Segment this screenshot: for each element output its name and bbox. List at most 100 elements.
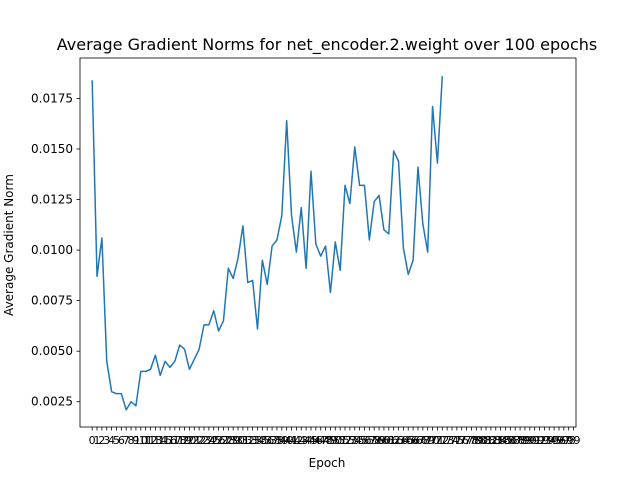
x-tick-label: 20: [182, 434, 196, 447]
y-tick-label: 0.0175: [31, 91, 73, 105]
x-tick-label: 33: [246, 434, 260, 447]
x-tick-label: 83: [489, 434, 503, 447]
x-tick-label: 42: [289, 434, 303, 447]
x-tick-label: 92: [533, 434, 547, 447]
x-tick-label: 35: [255, 434, 269, 447]
x-tick-label: 54: [348, 434, 362, 447]
x-tick-label: 56: [357, 434, 371, 447]
y-tick-label: 0.0125: [31, 193, 73, 207]
x-tick-label: 41: [285, 434, 299, 447]
y-tick-label: 0.0075: [31, 294, 73, 308]
x-tick-label: 70: [426, 434, 440, 447]
x-tick-label: 71: [430, 434, 444, 447]
x-tick-label: 6: [118, 434, 125, 447]
x-axis-label: Epoch: [309, 456, 346, 470]
x-axis: 0123456789101112131415161718192021222324…: [89, 427, 581, 447]
x-tick-label: 76: [455, 434, 469, 447]
x-tick-label: 67: [411, 434, 425, 447]
plot-frame: [79, 57, 577, 428]
x-tick-label: 57: [362, 434, 376, 447]
x-tick-label: 98: [562, 434, 576, 447]
y-tick-label: 0.0100: [31, 243, 73, 257]
y-axis: 0.0025 0.0050 0.0075 0.0100 0.0125 0.0150 0.01…: [31, 91, 80, 409]
x-tick-label: 59: [372, 434, 386, 447]
x-tick-label: 21: [187, 434, 201, 447]
x-tick-label: 95: [547, 434, 561, 447]
x-tick-label: 50: [328, 434, 342, 447]
x-tick-label: 58: [367, 434, 381, 447]
x-tick-label: 15: [158, 434, 172, 447]
x-tick-label: 14: [153, 434, 167, 447]
x-tick-label: 49: [323, 434, 337, 447]
x-tick-label: 3: [103, 434, 110, 447]
x-tick-label: 90: [523, 434, 537, 447]
y-tick-label: 0.0025: [31, 395, 73, 409]
x-tick-label: 39: [275, 434, 289, 447]
x-tick-label: 31: [236, 434, 250, 447]
x-tick-label: 48: [319, 434, 333, 447]
x-tick-label: 97: [557, 434, 571, 447]
x-tick-label: 89: [518, 434, 532, 447]
x-tick-label: 29: [226, 434, 240, 447]
x-tick-label: 84: [494, 434, 508, 447]
x-tick-label: 12: [144, 434, 158, 447]
plot-area: [79, 57, 577, 428]
x-tick-label: 44: [299, 434, 313, 447]
x-tick-label: 64: [396, 434, 410, 447]
x-tick-label: 26: [212, 434, 226, 447]
x-tick-label: 81: [479, 434, 493, 447]
x-tick-label: 78: [464, 434, 478, 447]
x-tick-label: 62: [387, 434, 401, 447]
x-tick-label: 51: [333, 434, 347, 447]
x-tick-label: 25: [207, 434, 221, 447]
x-tick-label: 5: [113, 434, 120, 447]
x-tick-label: 23: [197, 434, 211, 447]
x-tick-label: 52: [338, 434, 352, 447]
x-tick-label: 61: [382, 434, 396, 447]
x-tick-label: 28: [221, 434, 235, 447]
x-tick-label: 4: [108, 434, 115, 447]
x-tick-label: 79: [469, 434, 483, 447]
x-tick-label: 87: [508, 434, 522, 447]
series-line-0: [91, 76, 444, 411]
x-tick-label: 93: [537, 434, 551, 447]
x-tick-label: 68: [416, 434, 430, 447]
x-tick-label: 40: [280, 434, 294, 447]
x-tick-label: 9: [132, 434, 139, 447]
x-tick-label: 7: [123, 434, 130, 447]
x-tick-label: 18: [173, 434, 187, 447]
x-tick-label: 96: [552, 434, 566, 447]
x-tick-label: 17: [168, 434, 182, 447]
x-tick-label: 60: [377, 434, 391, 447]
chart-title: Average Gradient Norms for net_encoder.2…: [57, 35, 597, 55]
x-tick-label: 77: [460, 434, 474, 447]
x-tick-label: 55: [353, 434, 367, 447]
x-tick-label: 53: [343, 434, 357, 447]
x-tick-label: 86: [503, 434, 517, 447]
y-tick-label: 0.0050: [31, 344, 73, 358]
x-tick-label: 65: [401, 434, 415, 447]
x-tick-label: 22: [192, 434, 206, 447]
x-tick-label: 63: [392, 434, 406, 447]
x-tick-label: 0: [89, 434, 96, 447]
x-tick-label: 13: [148, 434, 162, 447]
x-tick-label: 72: [435, 434, 449, 447]
x-tick-label: 36: [260, 434, 274, 447]
x-tick-label: 47: [314, 434, 328, 447]
x-tick-label: 74: [445, 434, 459, 447]
x-tick-label: 16: [163, 434, 177, 447]
x-tick-label: 30: [231, 434, 245, 447]
x-tick-label: 69: [421, 434, 435, 447]
x-tick-label: 88: [513, 434, 527, 447]
x-tick-label: 11: [139, 434, 153, 447]
x-tick-label: 46: [309, 434, 323, 447]
x-tick-label: 19: [178, 434, 192, 447]
x-tick-label: 85: [498, 434, 512, 447]
x-tick-label: 99: [567, 434, 581, 447]
x-tick-label: 32: [241, 434, 255, 447]
x-tick-label: 43: [294, 434, 308, 447]
x-tick-label: 75: [450, 434, 464, 447]
x-tick-label: 94: [542, 434, 556, 447]
x-tick-label: 24: [202, 434, 216, 447]
